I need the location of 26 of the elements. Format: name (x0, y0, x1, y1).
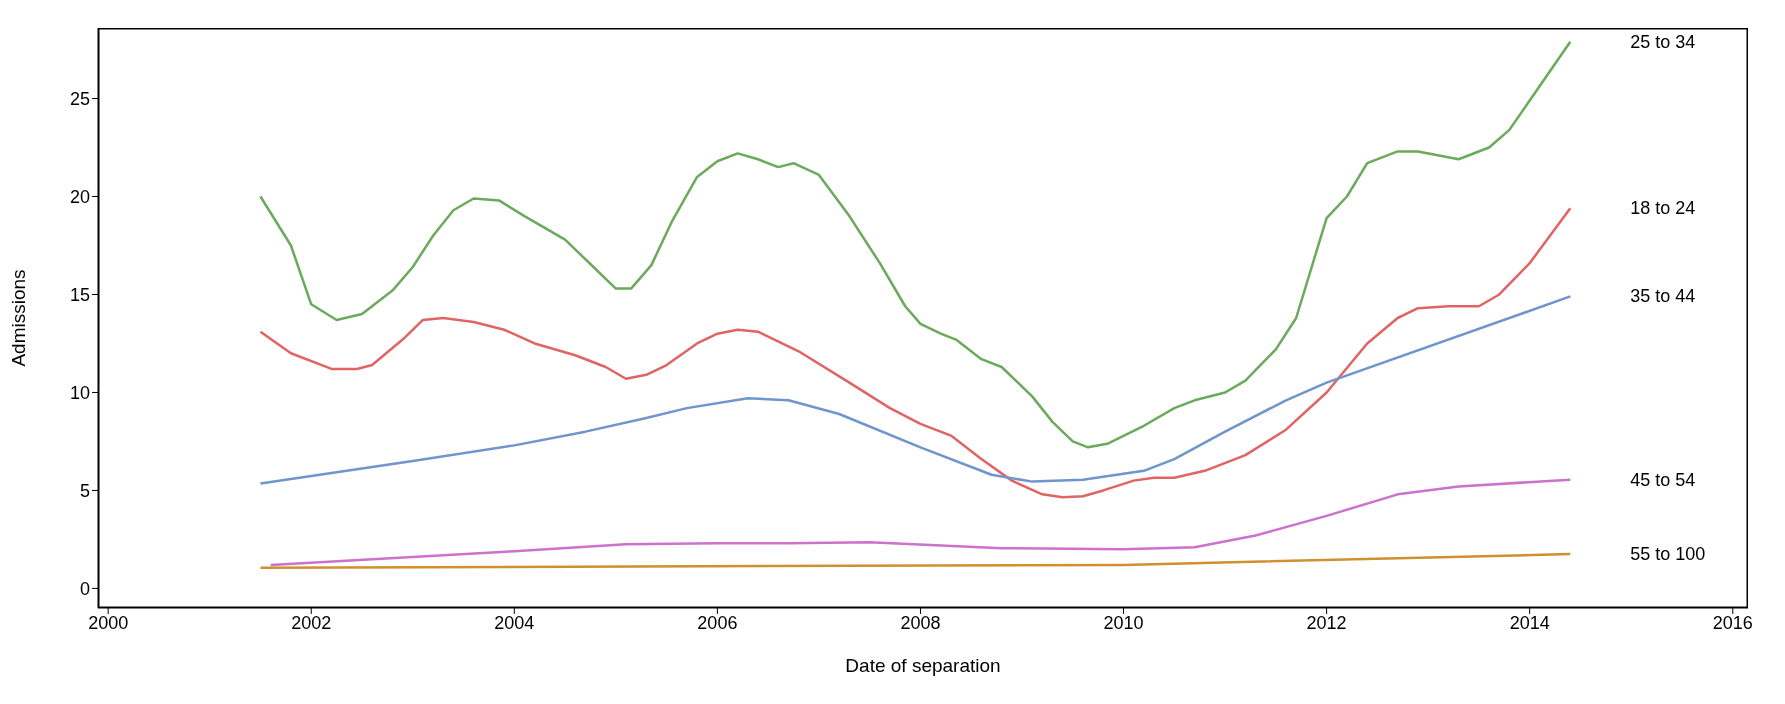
x-tick-label: 2006 (697, 612, 738, 633)
line-series (259, 295, 1572, 485)
x-tick-label: 2008 (900, 612, 941, 633)
y-tick-label: 0 (79, 578, 90, 599)
text: 55 to 100 (1630, 544, 1706, 565)
x-tick-label: 2010 (1103, 612, 1144, 633)
x-tick-label: 2002 (291, 612, 332, 633)
y-tick-label: 25 (69, 88, 90, 109)
line-series (269, 478, 1572, 567)
x-tick-label: 2004 (494, 612, 535, 633)
y-tick-label: 5 (79, 480, 90, 501)
line-series (259, 207, 1572, 499)
text: 25 to 34 (1630, 31, 1696, 52)
text: 18 to 24 (1630, 198, 1696, 219)
line-series (259, 40, 1572, 449)
x-tick-label: 2012 (1306, 612, 1347, 633)
text: 35 to 44 (1630, 286, 1696, 307)
x-tick-label: 2016 (1712, 612, 1753, 633)
x-tick-label: 2000 (88, 612, 129, 633)
x-tick-label: 2014 (1509, 612, 1550, 633)
y-tick-label: 15 (69, 284, 90, 305)
x-axis-title: Date of separation (845, 655, 1001, 676)
y-axis-title: Admissions (7, 269, 29, 367)
text: 45 to 54 (1630, 469, 1696, 490)
y-tick-label: 20 (69, 186, 90, 207)
y-tick-label: 10 (69, 382, 90, 403)
